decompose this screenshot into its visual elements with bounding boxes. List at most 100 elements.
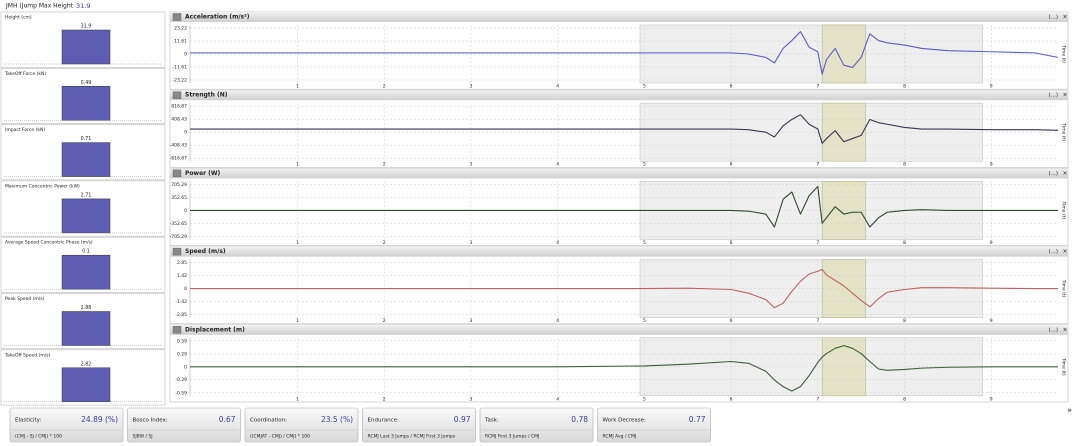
y-tick-label: 23.22 <box>174 26 187 32</box>
data-line <box>190 268 1058 309</box>
chart-header <box>170 90 1068 101</box>
chart-header <box>170 12 1068 22</box>
metric-label: Bosco Index: <box>133 418 168 424</box>
panel-menu[interactable]: (...) <box>1048 171 1058 177</box>
summary-bar <box>61 367 111 403</box>
close-icon[interactable]: × <box>1062 14 1067 21</box>
summary-value: 31.9 <box>81 24 92 30</box>
summary-value: 0.1 <box>82 249 90 255</box>
metric-value: 0.67 <box>219 415 236 424</box>
y-tick-label: 0 <box>184 52 187 58</box>
x-tick-label: 5 <box>643 162 646 168</box>
x-axis-label: Time (t) <box>1061 357 1067 376</box>
metric-card <box>244 407 359 443</box>
data-line <box>190 345 1058 392</box>
panel-menu[interactable]: (...) <box>1048 327 1058 333</box>
close-icon[interactable]: × <box>1062 170 1067 177</box>
y-tick-label: 816.87 <box>171 104 187 110</box>
metric-value: 0.78 <box>571 415 588 424</box>
summary-value: 0.49 <box>81 80 92 86</box>
x-tick-label: 6 <box>730 240 733 246</box>
summary-bar <box>61 198 111 234</box>
metric-value: 23.5 (%) <box>321 415 353 424</box>
close-icon[interactable]: × <box>1062 326 1067 333</box>
header-value: 31.9 <box>76 2 90 10</box>
metric-formula: ((CMJAT - CMJ) / CMJ) * 100 <box>250 434 310 440</box>
metric-card <box>362 407 476 443</box>
y-tick-label: 0 <box>184 208 187 214</box>
collapse-icon[interactable]: » <box>1067 406 1072 415</box>
x-axis-label: Time (t) <box>1061 122 1067 141</box>
summary-label: Height (cm) <box>5 15 32 21</box>
panel-menu[interactable]: (...) <box>1048 249 1058 255</box>
metric-value: 0.97 <box>454 415 471 424</box>
y-tick-label: 0.29 <box>177 352 187 358</box>
summary-label: Maximum Concentric Power (kW) <box>5 183 80 189</box>
x-tick-label: 6 <box>730 162 733 168</box>
metric-value: 0.77 <box>689 415 706 424</box>
y-tick-label: 0 <box>184 364 187 370</box>
close-icon[interactable]: × <box>1062 248 1067 255</box>
y-tick-label: 2.85 <box>177 260 187 266</box>
y-tick-label: 0 <box>184 286 187 292</box>
x-tick-label: 3 <box>470 318 473 324</box>
chart-title: Acceleration (m/s²) <box>185 14 250 21</box>
summary-label: Impact Force (kN) <box>5 127 45 133</box>
summary-bar <box>61 142 111 177</box>
x-tick-label: 2 <box>383 240 386 246</box>
x-tick-label: 8 <box>903 84 906 90</box>
y-tick-label: 705.29 <box>171 182 187 188</box>
chart-title: Displacement (m) <box>185 326 245 333</box>
y-tick-label: 1.42 <box>177 273 187 279</box>
y-tick-label: -23.22 <box>172 78 187 84</box>
chart-icon <box>172 169 182 178</box>
metric-label: Endurance: <box>368 418 399 424</box>
summary-value: 2.88 <box>81 305 92 311</box>
x-tick-label: 9 <box>990 240 993 246</box>
summary-value: 2.82 <box>81 361 92 367</box>
y-tick-label: -2.85 <box>175 312 187 318</box>
x-tick-label: 7 <box>816 240 819 246</box>
x-tick-label: 6 <box>730 318 733 324</box>
chart-header <box>170 246 1068 257</box>
chart-icon <box>172 247 182 256</box>
summary-value: 0.71 <box>81 136 92 142</box>
x-tick-label: 7 <box>816 162 819 168</box>
chart-icon <box>172 326 182 334</box>
metric-value: 24.89 (%) <box>81 415 118 424</box>
metric-card <box>127 407 241 443</box>
metric-card <box>9 407 124 443</box>
x-tick-label: 5 <box>643 84 646 90</box>
panel-menu[interactable]: (...) <box>1048 93 1058 99</box>
panel-menu[interactable]: (...) <box>1048 15 1058 21</box>
x-tick-label: 8 <box>903 240 906 246</box>
x-tick-label: 9 <box>990 318 993 324</box>
x-tick-label: 5 <box>643 240 646 246</box>
y-tick-label: -705.29 <box>170 234 188 240</box>
x-tick-label: 3 <box>470 84 473 90</box>
y-tick-label: -1.42 <box>175 299 187 305</box>
chart-title: Strength (N) <box>185 92 228 99</box>
x-tick-label: 1 <box>296 396 299 402</box>
x-tick-label: 9 <box>990 162 993 168</box>
chart-title: Speed (m/s) <box>185 248 226 255</box>
chart-header <box>170 168 1068 179</box>
x-axis-label: Time (t) <box>1061 279 1067 298</box>
x-tick-label: 2 <box>383 84 386 90</box>
close-icon[interactable]: × <box>1062 92 1067 99</box>
summary-label: TakeOff Force (kN) <box>4 71 46 77</box>
x-tick-label: 3 <box>470 162 473 168</box>
data-line <box>190 185 1058 228</box>
x-tick-label: 7 <box>816 318 819 324</box>
x-tick-label: 3 <box>470 396 473 402</box>
summary-label: Peak Speed (m/s) <box>5 296 45 302</box>
header-label: JMH (Jump Max Height <box>5 3 74 10</box>
x-tick-label: 1 <box>296 162 299 168</box>
y-tick-label: 408.43 <box>171 117 187 123</box>
data-line <box>190 31 1059 75</box>
metric-formula: RCMJ First 3 Jumps / CMJ <box>485 434 539 440</box>
metric-label: Task: <box>484 418 499 424</box>
summary-label: Average Speed Concentric Phase (m/s) <box>5 240 93 246</box>
x-tick-label: 8 <box>903 396 906 402</box>
y-tick-label: 0 <box>184 130 187 136</box>
